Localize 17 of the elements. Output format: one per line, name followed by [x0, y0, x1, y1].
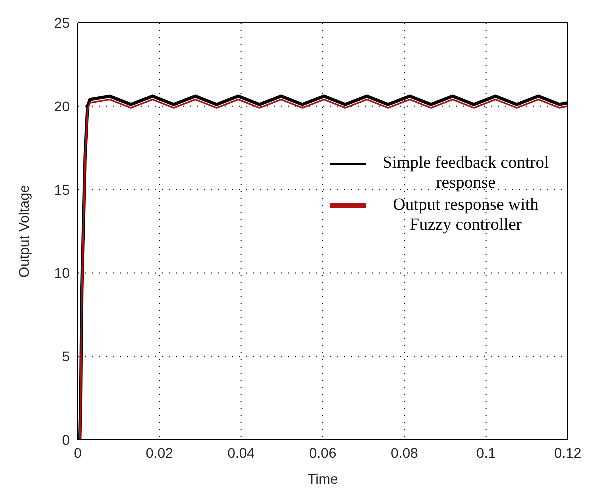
y-tick-label: 25 — [54, 14, 70, 31]
x-tick-label: 0.12 — [554, 444, 582, 461]
y-tick-label: 15 — [54, 182, 70, 198]
x-tick-label: 0.06 — [309, 444, 337, 461]
y-axis-title: Output Voltage — [16, 184, 32, 278]
y-tick-label: 0 — [62, 432, 70, 448]
y-tick-label: 20 — [54, 98, 70, 114]
legend-label: Output response with Fuzzy controller — [392, 195, 540, 235]
x-tick-label: 0.02 — [146, 444, 174, 461]
x-tick-label: 0 — [74, 444, 82, 461]
x-tick-label: 0.1 — [476, 444, 496, 461]
legend-label: Simple feedback control response — [382, 153, 550, 193]
x-tick-label: 0.04 — [228, 444, 256, 461]
x-tick-label: 0.08 — [391, 444, 419, 461]
y-tick-label: 10 — [54, 265, 70, 282]
x-axis-title: Time — [308, 471, 339, 487]
y-tick-label: 5 — [62, 348, 70, 365]
